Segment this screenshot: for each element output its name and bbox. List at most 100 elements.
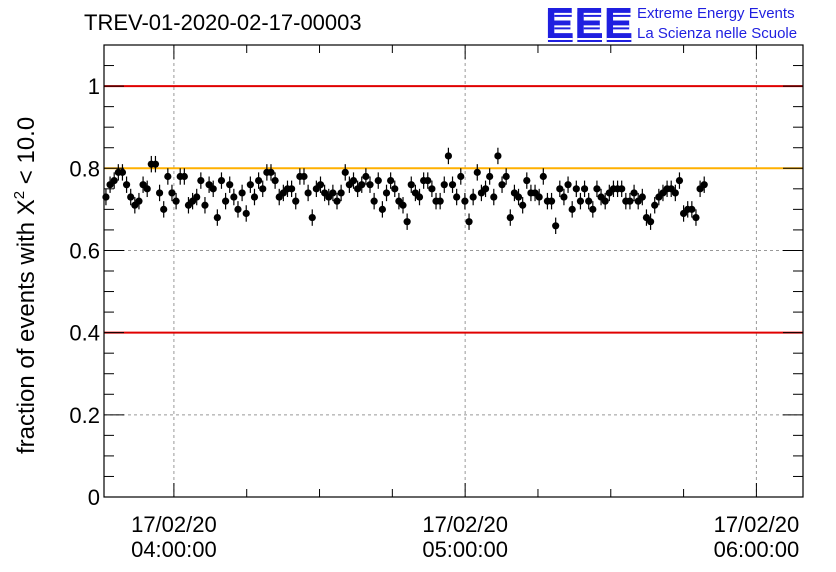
grid-lines (104, 45, 803, 497)
x-tick-label-time: 04:00:00 (131, 537, 217, 562)
data-point (498, 181, 506, 189)
data-point (688, 205, 696, 213)
y-tick-label: 0.2 (69, 403, 100, 428)
data-point (481, 185, 490, 193)
data-point (630, 189, 638, 197)
data-point (160, 205, 168, 213)
data-point (122, 181, 131, 189)
data-point (387, 177, 395, 185)
data-point (250, 193, 259, 201)
data-point (572, 185, 580, 193)
data-point (391, 185, 399, 193)
y-axis-title-prefix: fraction of events with (13, 215, 40, 454)
data-points (102, 147, 708, 235)
data-point (494, 152, 502, 160)
data-point (506, 213, 514, 222)
logo-line-1: Extreme Energy Events (637, 5, 795, 22)
data-point (168, 189, 176, 197)
data-point (217, 177, 226, 185)
data-point (135, 197, 143, 205)
data-point (535, 193, 543, 201)
data-point (110, 177, 118, 185)
y-axis-title: fraction of events with X2 < 10.0 (11, 117, 40, 454)
data-point (127, 193, 135, 201)
data-point (514, 193, 523, 201)
data-point (424, 177, 432, 185)
data-point (407, 181, 415, 189)
data-point (700, 181, 708, 189)
data-point (358, 181, 366, 189)
data-point (486, 172, 494, 181)
data-point (341, 168, 349, 176)
y-axis-title-superscript: 2 (11, 191, 28, 199)
data-point (519, 201, 527, 209)
y-tick-label: 0.4 (69, 321, 100, 346)
data-point (172, 197, 180, 205)
data-point (564, 181, 572, 189)
data-point (568, 205, 576, 213)
data-point (374, 177, 382, 185)
data-point (457, 172, 465, 181)
data-point (469, 193, 477, 201)
data-point (671, 189, 679, 197)
x-axis-ticks: 17/02/2004:00:0017/02/2005:00:0017/02/20… (131, 45, 799, 562)
y-tick-label: 1 (88, 74, 100, 99)
x-tick-label-date: 17/02/20 (131, 512, 217, 537)
chart-title: TREV-01-2020-02-17-00003 (84, 10, 362, 35)
data-point (465, 218, 473, 226)
data-point (242, 209, 250, 218)
data-point (539, 172, 547, 181)
data-point (246, 181, 254, 189)
data-point (646, 218, 655, 226)
data-point (316, 181, 325, 189)
data-point (428, 185, 436, 193)
data-point (638, 193, 646, 201)
data-point (333, 197, 341, 205)
data-point (230, 193, 238, 201)
x-tick-label-time: 06:00:00 (714, 537, 800, 562)
data-point (308, 213, 316, 222)
data-point (399, 201, 407, 209)
data-point (576, 197, 585, 205)
data-point (180, 172, 188, 181)
data-point (288, 185, 296, 193)
data-point (448, 181, 457, 189)
data-point (453, 193, 461, 201)
x-tick-label-date: 17/02/20 (714, 512, 800, 537)
data-point (461, 197, 469, 205)
data-point (238, 189, 246, 197)
x-tick-label-date: 17/02/20 (422, 512, 508, 537)
data-point (378, 205, 386, 213)
data-point (226, 181, 234, 189)
data-point (118, 168, 127, 176)
data-point (502, 172, 510, 181)
data-point (370, 197, 378, 205)
logo-line-2: La Scienza nelle Scuole (637, 25, 798, 42)
data-point (552, 222, 560, 230)
eee-logo-mark: EEE (545, 0, 634, 48)
y-axis-ticks: 0 0.2 0.4 0.6 0.8 1 (69, 44, 803, 510)
data-point (259, 185, 267, 193)
data-point (337, 189, 345, 197)
data-point (440, 181, 448, 189)
data-point (164, 172, 172, 181)
data-point (197, 177, 205, 185)
data-point (271, 177, 279, 185)
data-point (221, 197, 230, 205)
data-point (155, 189, 164, 197)
data-point (692, 213, 700, 222)
data-point (300, 172, 308, 181)
data-point (255, 177, 263, 185)
data-point (415, 193, 424, 201)
y-tick-label: 0.6 (69, 238, 100, 263)
data-point (593, 185, 601, 193)
data-point (589, 205, 597, 213)
data-point (556, 185, 564, 193)
data-point (362, 172, 370, 181)
data-point (366, 181, 374, 189)
data-point (403, 218, 411, 226)
data-point (193, 193, 201, 201)
data-point (267, 168, 275, 176)
data-point (626, 197, 634, 205)
data-point (651, 201, 659, 209)
